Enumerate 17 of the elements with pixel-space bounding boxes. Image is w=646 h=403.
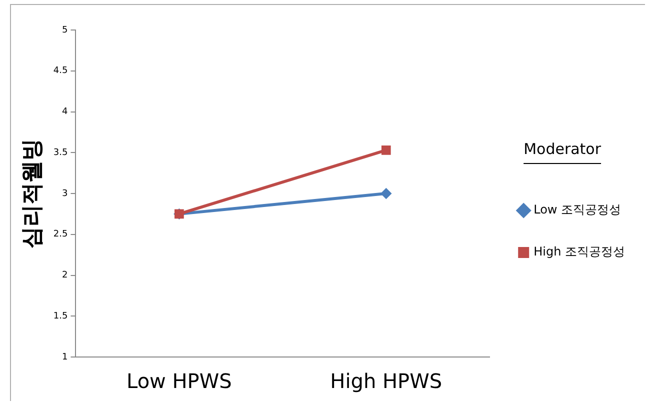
- y-tick-label: 2: [62, 270, 68, 281]
- y-tick-label: 1: [62, 352, 68, 362]
- y-tick-label: 1.5: [53, 311, 68, 322]
- y-axis-title: 심리적웰빙: [20, 138, 45, 248]
- x-tick-label: High HPWS: [330, 369, 442, 394]
- point: [381, 188, 392, 198]
- y-tick-label: 4: [62, 107, 68, 118]
- y-tick-label: 5: [62, 25, 68, 36]
- point: [381, 145, 391, 155]
- legend-label: High 조직공정성: [534, 244, 626, 259]
- y-tick-label: 4.5: [53, 66, 68, 76]
- legend-title: Moderator: [524, 140, 602, 158]
- y-tick-label: 3.5: [53, 148, 68, 158]
- y-tick-label: 3: [62, 188, 68, 199]
- x-tick-label: Low HPWS: [126, 369, 232, 394]
- y-tick-label: 2.5: [53, 230, 68, 240]
- legend-label: Low 조직공정성: [534, 202, 622, 217]
